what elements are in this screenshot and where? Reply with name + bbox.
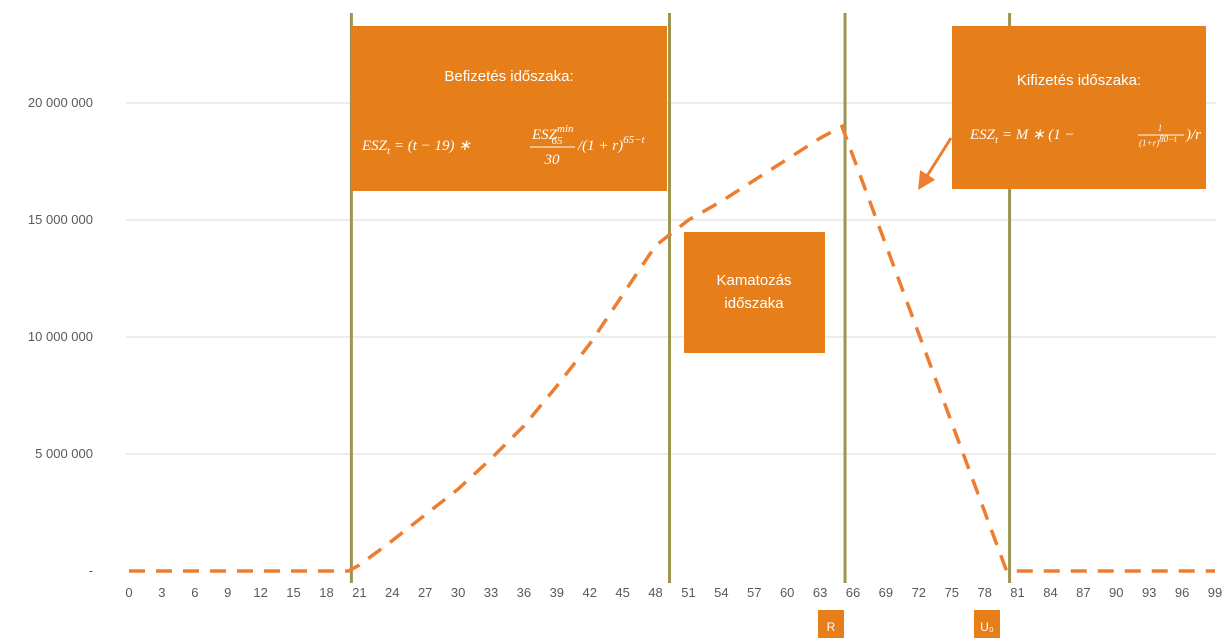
x-tick-label: 87 — [1076, 585, 1090, 600]
x-tick-label: 39 — [550, 585, 564, 600]
x-tick-label: 45 — [615, 585, 629, 600]
x-tick-label: 99 — [1208, 585, 1222, 600]
interest-line2: időszaka — [724, 295, 784, 312]
payin-period-box: Befizetés időszaka: ESZt = (t − 19) ∗ ES… — [352, 26, 667, 191]
x-tick-label: 93 — [1142, 585, 1156, 600]
y-tick-label: - — [89, 563, 93, 578]
x-tick-label: 48 — [648, 585, 662, 600]
x-tick-label: 18 — [319, 585, 333, 600]
x-tick-label: 54 — [714, 585, 728, 600]
payout-formula: ESZt = M ∗ (1 − — [969, 127, 1075, 146]
payin-title: Befizetés időszaka: — [444, 68, 573, 85]
series-savings — [129, 123, 1215, 573]
interest-line1: Kamatozás — [716, 272, 791, 289]
payin-formula-tail: /(1 + r)65−t — [577, 134, 646, 154]
x-tick-label: 60 — [780, 585, 794, 600]
y-axis-ticks: - 5 000 000 10 000 000 15 000 000 20 000 000 — [28, 95, 93, 578]
x-axis-ticks: 0 3 6 9 12 15 18 21 24 27 30 33 36 39 42 45 48 51 54 57 60 63… — [125, 585, 1222, 600]
interest-period-box: Kamatozás időszaka — [684, 232, 825, 353]
x-tick-label: 30 — [451, 585, 465, 600]
payout-title: Kifizetés időszaka: — [1017, 72, 1141, 89]
x-tick-label: 66 — [846, 585, 860, 600]
svg-text:1: 1 — [1158, 123, 1163, 133]
payin-fraction: ESZmin 65 30 — [530, 123, 575, 168]
marker-u0: U₀ — [974, 610, 1000, 638]
payin-formula: ESZt = (t − 19) ∗ — [361, 138, 471, 157]
x-tick-label: 36 — [517, 585, 531, 600]
x-tick-label: 57 — [747, 585, 761, 600]
x-tick-label: 24 — [385, 585, 399, 600]
x-tick-label: 0 — [125, 585, 132, 600]
payout-period-box: Kifizetés időszaka: ESZt = M ∗ (1 − 1 (1… — [952, 26, 1206, 189]
x-tick-label: 84 — [1043, 585, 1057, 600]
y-tick-label: 15 000 000 — [28, 212, 93, 227]
x-tick-label: 72 — [912, 585, 926, 600]
series-line-0 — [129, 123, 1215, 573]
svg-text:30: 30 — [544, 152, 561, 168]
x-tick-label: 6 — [191, 585, 198, 600]
x-tick-label: 12 — [253, 585, 267, 600]
payout-formula-tail: )/r — [1185, 127, 1201, 143]
x-tick-label: 81 — [1010, 585, 1024, 600]
x-tick-label: 90 — [1109, 585, 1123, 600]
x-tick-label: 69 — [879, 585, 893, 600]
y-tick-label: 10 000 000 — [28, 329, 93, 344]
svg-text:(1+r)80−t: (1+r)80−t — [1139, 134, 1177, 148]
y-tick-label: 5 000 000 — [35, 446, 93, 461]
x-tick-label: 75 — [944, 585, 958, 600]
x-tick-label: 51 — [681, 585, 695, 600]
payout-arrow — [918, 137, 953, 191]
x-tick-label: 3 — [158, 585, 165, 600]
svg-text:R: R — [827, 620, 836, 634]
x-tick-label: 42 — [582, 585, 596, 600]
svg-text:U₀: U₀ — [980, 620, 994, 634]
payout-fraction: 1 (1+r)80−t — [1138, 123, 1184, 148]
marker-r: R — [818, 610, 844, 638]
x-tick-label: 63 — [813, 585, 827, 600]
x-tick-label: 96 — [1175, 585, 1189, 600]
x-tick-label: 9 — [224, 585, 231, 600]
x-tick-label: 78 — [977, 585, 991, 600]
x-tick-label: 27 — [418, 585, 432, 600]
y-tick-label: 20 000 000 — [28, 95, 93, 110]
x-tick-label: 15 — [286, 585, 300, 600]
x-tick-label: 21 — [352, 585, 366, 600]
x-tick-label: 33 — [484, 585, 498, 600]
period-divider-lines — [349, 13, 1012, 583]
